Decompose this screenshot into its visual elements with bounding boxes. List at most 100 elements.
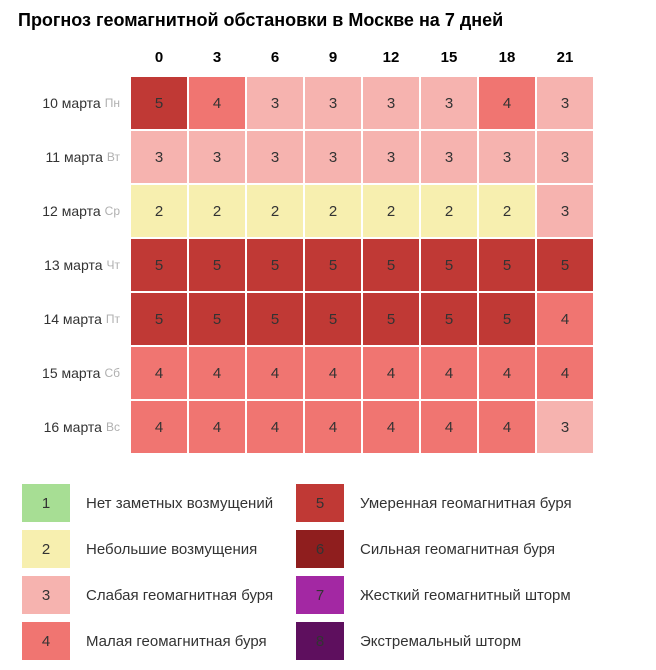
legend-label: Небольшие возмущения — [76, 530, 296, 568]
heatmap-cell: 3 — [362, 76, 420, 130]
row-date: 12 марта — [42, 203, 100, 219]
heatmap-cell: 3 — [420, 76, 478, 130]
heatmap-row-label: 13 марта Чт — [10, 238, 130, 292]
heatmap-cell: 4 — [246, 346, 304, 400]
heatmap-cell: 3 — [536, 184, 594, 238]
heatmap-cell: 5 — [188, 292, 246, 346]
heatmap-cell: 3 — [130, 130, 188, 184]
heatmap-cell: 3 — [188, 130, 246, 184]
heatmap-col-header: 3 — [188, 43, 246, 76]
heatmap-col-header: 6 — [246, 43, 304, 76]
heatmap-cell: 5 — [188, 238, 246, 292]
row-dow: Вс — [106, 420, 120, 434]
heatmap-cell: 4 — [478, 76, 536, 130]
heatmap-cell: 5 — [478, 238, 536, 292]
page-title: Прогноз геомагнитной обстановки в Москве… — [10, 10, 646, 31]
heatmap-cell: 3 — [420, 130, 478, 184]
heatmap-cell: 4 — [246, 400, 304, 454]
row-dow: Пн — [105, 96, 120, 110]
legend-swatch: 4 — [22, 622, 70, 660]
row-date: 11 марта — [46, 149, 103, 165]
heatmap-cell: 5 — [304, 238, 362, 292]
heatmap-cell: 5 — [478, 292, 536, 346]
legend-label: Малая геомагнитная буря — [76, 622, 296, 660]
heatmap-cell: 4 — [420, 346, 478, 400]
heatmap-row-label: 11 марта Вт — [10, 130, 130, 184]
heatmap-cell: 4 — [304, 346, 362, 400]
heatmap-cell: 3 — [362, 130, 420, 184]
heatmap-cell: 5 — [246, 238, 304, 292]
legend-label: Умеренная геомагнитная буря — [350, 484, 630, 522]
heatmap-cell: 4 — [362, 400, 420, 454]
heatmap-row-label: 16 марта Вс — [10, 400, 130, 454]
heatmap-cell: 5 — [420, 238, 478, 292]
heatmap-cell: 4 — [536, 346, 594, 400]
heatmap-cell: 3 — [478, 130, 536, 184]
heatmap-cell: 3 — [304, 76, 362, 130]
heatmap-col-header: 15 — [420, 43, 478, 76]
row-dow: Пт — [106, 312, 120, 326]
heatmap-cell: 4 — [130, 346, 188, 400]
row-dow: Вт — [107, 150, 120, 164]
heatmap-cell: 4 — [188, 400, 246, 454]
heatmap-cell: 3 — [246, 130, 304, 184]
heatmap-col-header: 21 — [536, 43, 594, 76]
row-dow: Чт — [107, 258, 121, 272]
heatmap-cell: 5 — [130, 76, 188, 130]
color-legend: 1Нет заметных возмущений5Умеренная геома… — [10, 484, 646, 660]
heatmap-cell: 5 — [362, 238, 420, 292]
heatmap-cell: 5 — [536, 238, 594, 292]
legend-swatch: 5 — [296, 484, 344, 522]
heatmap-cell: 5 — [304, 292, 362, 346]
row-date: 14 марта — [43, 311, 101, 327]
heatmap-corner — [10, 43, 130, 76]
row-date: 13 марта — [44, 257, 102, 273]
heatmap-row-label: 12 марта Ср — [10, 184, 130, 238]
legend-swatch: 6 — [296, 530, 344, 568]
legend-label: Слабая геомагнитная буря — [76, 576, 296, 614]
heatmap-row-label: 10 марта Пн — [10, 76, 130, 130]
heatmap-cell: 4 — [188, 346, 246, 400]
geomagnetic-heatmap: 03691215182110 мартаПн5433334311 мартаВт… — [10, 43, 646, 454]
heatmap-cell: 5 — [130, 292, 188, 346]
heatmap-cell: 5 — [420, 292, 478, 346]
heatmap-cell: 4 — [304, 400, 362, 454]
heatmap-cell: 4 — [478, 400, 536, 454]
legend-swatch: 1 — [22, 484, 70, 522]
row-dow: Ср — [105, 204, 120, 218]
heatmap-cell: 5 — [362, 292, 420, 346]
heatmap-col-header: 0 — [130, 43, 188, 76]
legend-swatch: 3 — [22, 576, 70, 614]
heatmap-cell: 4 — [536, 292, 594, 346]
heatmap-cell: 2 — [304, 184, 362, 238]
legend-swatch: 2 — [22, 530, 70, 568]
heatmap-cell: 3 — [536, 130, 594, 184]
heatmap-cell: 3 — [304, 130, 362, 184]
legend-label: Жесткий геомагнитный шторм — [350, 576, 630, 614]
heatmap-cell: 3 — [536, 400, 594, 454]
heatmap-col-header: 9 — [304, 43, 362, 76]
heatmap-cell: 2 — [188, 184, 246, 238]
legend-label: Нет заметных возмущений — [76, 484, 296, 522]
heatmap-cell: 3 — [536, 76, 594, 130]
row-dow: Сб — [104, 366, 120, 380]
row-date: 16 марта — [44, 419, 102, 435]
heatmap-col-header: 18 — [478, 43, 536, 76]
heatmap-cell: 4 — [362, 346, 420, 400]
legend-label: Экстремальный шторм — [350, 622, 630, 660]
heatmap-cell: 4 — [130, 400, 188, 454]
heatmap-cell: 4 — [420, 400, 478, 454]
row-date: 10 марта — [42, 95, 100, 111]
heatmap-cell: 2 — [130, 184, 188, 238]
heatmap-cell: 3 — [246, 76, 304, 130]
heatmap-cell: 4 — [188, 76, 246, 130]
heatmap-col-header: 12 — [362, 43, 420, 76]
row-date: 15 марта — [42, 365, 100, 381]
legend-label: Сильная геомагнитная буря — [350, 530, 630, 568]
heatmap-row-label: 14 марта Пт — [10, 292, 130, 346]
heatmap-cell: 5 — [246, 292, 304, 346]
heatmap-cell: 2 — [362, 184, 420, 238]
heatmap-cell: 2 — [420, 184, 478, 238]
legend-swatch: 8 — [296, 622, 344, 660]
heatmap-cell: 2 — [478, 184, 536, 238]
